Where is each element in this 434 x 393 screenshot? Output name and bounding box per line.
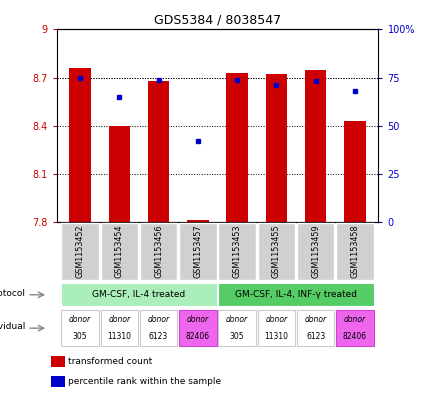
Bar (296, 222, 334, 281)
Text: GSM1153452: GSM1153452 (76, 225, 84, 278)
Text: GSM1153457: GSM1153457 (193, 225, 202, 278)
Text: 82406: 82406 (342, 332, 366, 341)
Bar (304, 70, 326, 222)
Bar (148, 81, 169, 222)
Text: 82406: 82406 (185, 332, 210, 341)
Bar (179, 310, 216, 346)
Text: 6123: 6123 (305, 332, 325, 341)
Text: protocol: protocol (0, 289, 25, 298)
Bar (51, 376, 64, 387)
Text: donor: donor (343, 315, 365, 324)
Text: donor: donor (108, 315, 130, 324)
Bar (296, 310, 334, 346)
Text: donor: donor (186, 315, 208, 324)
Text: GSM1153456: GSM1153456 (154, 225, 163, 278)
Text: GSM1153453: GSM1153453 (232, 225, 241, 278)
Bar (257, 310, 295, 346)
Text: transformed count: transformed count (68, 357, 152, 365)
Bar (69, 68, 91, 222)
Bar (61, 222, 99, 281)
Text: donor: donor (147, 315, 169, 324)
Text: 305: 305 (72, 332, 87, 341)
Bar (139, 310, 177, 346)
Text: donor: donor (304, 315, 326, 324)
Bar (187, 220, 208, 222)
Text: GSM1153454: GSM1153454 (115, 225, 124, 278)
Text: 6123: 6123 (149, 332, 168, 341)
Text: donor: donor (226, 315, 248, 324)
Bar (257, 222, 295, 281)
Bar (218, 283, 373, 306)
Bar (108, 126, 130, 222)
Bar (61, 283, 216, 306)
Bar (51, 356, 64, 367)
Text: GSM1153458: GSM1153458 (350, 225, 358, 278)
Text: percentile rank within the sample: percentile rank within the sample (68, 377, 221, 386)
Bar (335, 310, 373, 346)
Text: donor: donor (265, 315, 287, 324)
Bar (335, 222, 373, 281)
Bar (61, 310, 99, 346)
Bar (343, 121, 365, 222)
Bar (218, 310, 255, 346)
Bar (265, 74, 286, 222)
Bar (218, 222, 255, 281)
Text: 11310: 11310 (107, 332, 131, 341)
Bar (100, 222, 138, 281)
Bar (100, 310, 138, 346)
Bar (226, 73, 247, 222)
Text: GSM1153459: GSM1153459 (310, 225, 319, 278)
Text: GM-CSF, IL-4 treated: GM-CSF, IL-4 treated (92, 290, 185, 299)
Text: individual: individual (0, 322, 25, 331)
Bar (179, 222, 216, 281)
Bar (139, 222, 177, 281)
Text: GM-CSF, IL-4, INF-γ treated: GM-CSF, IL-4, INF-γ treated (234, 290, 356, 299)
Title: GDS5384 / 8038547: GDS5384 / 8038547 (154, 14, 280, 27)
Text: 305: 305 (229, 332, 244, 341)
Text: GSM1153455: GSM1153455 (271, 225, 280, 278)
Text: 11310: 11310 (264, 332, 288, 341)
Text: donor: donor (69, 315, 91, 324)
